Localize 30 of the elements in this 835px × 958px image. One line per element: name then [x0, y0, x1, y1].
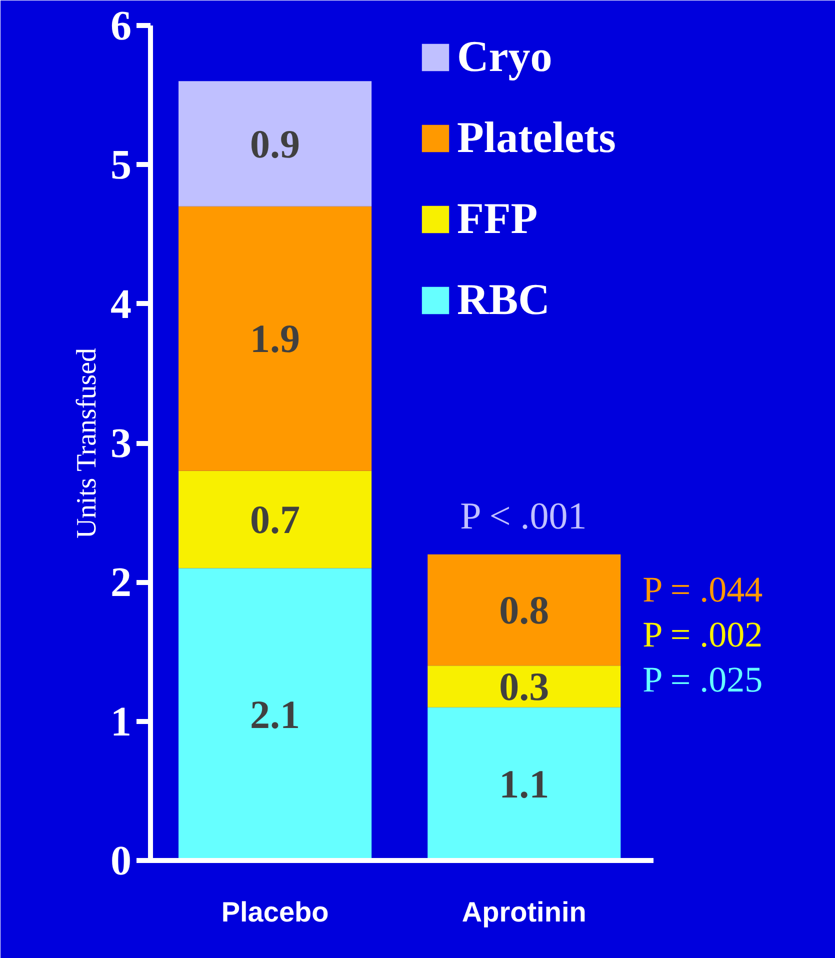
- annotation: P = .002: [642, 614, 763, 654]
- legend-label: Cryo: [457, 31, 552, 82]
- x-tick-label: Placebo: [221, 896, 329, 928]
- data-label: 0.3: [499, 664, 550, 710]
- data-label: 0.7: [250, 497, 300, 542]
- data-label: 1.9: [250, 316, 300, 362]
- data-label: 1.1: [499, 761, 550, 806]
- bar: [428, 666, 621, 708]
- annotation: P < .001: [460, 495, 587, 538]
- annotation: P = .025: [642, 659, 763, 700]
- legend-label: FFP: [457, 193, 538, 244]
- y-tick-label: 6: [110, 4, 132, 50]
- y-tick-label: 1: [110, 699, 132, 746]
- bar: [178, 81, 372, 206]
- y-tick-label: 0: [110, 838, 132, 884]
- annotation: P = .044: [642, 569, 763, 610]
- x-tick-label: Aprotinin: [462, 896, 586, 928]
- data-label: 2.1: [250, 692, 300, 737]
- y-axis-title: Units Transfused: [72, 348, 102, 539]
- y-tick-label: 3: [110, 421, 132, 467]
- y-tick-label: 5: [110, 142, 132, 189]
- y-tick-label: 4: [110, 282, 132, 328]
- bar: [178, 470, 372, 568]
- data-label: 0.9: [250, 121, 300, 166]
- data-label: 0.8: [499, 588, 550, 632]
- bar: [178, 206, 372, 471]
- legend-label: Platelets: [457, 112, 616, 163]
- y-tick-label: 2: [110, 560, 132, 606]
- legend-label: RBC: [457, 274, 550, 325]
- bar: [428, 554, 621, 666]
